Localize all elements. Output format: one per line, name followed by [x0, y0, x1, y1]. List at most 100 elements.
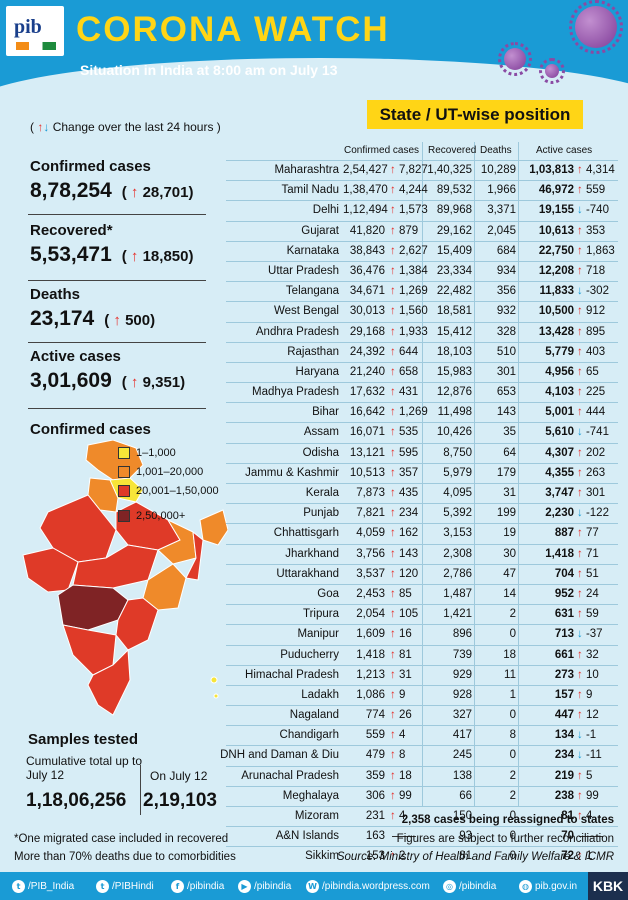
footer-link[interactable]: t/PIBHindi [96, 880, 154, 893]
footnote: *One migrated case included in recovered [14, 833, 229, 845]
table-header: Confirmed cases Recovered Deaths Active … [226, 142, 618, 160]
state-table: Confirmed cases Recovered Deaths Active … [220, 142, 618, 867]
kpi-confirmed: Confirmed cases 8,78,254 ( ↑ 28,701) [30, 158, 210, 203]
active-delta-value: 718 [585, 264, 606, 277]
state-name: Tripura [303, 608, 339, 621]
confirmed-value: 16,071 [349, 426, 385, 439]
footer-link[interactable]: t/PIB_India [12, 880, 74, 893]
state-name: Bihar [312, 406, 339, 419]
confirmed-value: 13,121 [349, 446, 385, 459]
active-delta: ↑ 4,314 [577, 164, 615, 176]
state-name: Sikkim [305, 850, 339, 863]
table-row: Rajasthan 24,392 18,103 510 5,779 ↑ 644 ↑ 403 [226, 341, 618, 362]
arrow-up-icon: ↑ [390, 628, 399, 641]
arrow-up-icon: ↑ [390, 224, 399, 237]
active-delta: ↑ 10 [577, 669, 599, 681]
wordpress-icon: W [306, 880, 319, 893]
confirmed-delta: ↑ 1,269 [390, 285, 428, 297]
confirmed-delta-value: 357 [398, 466, 419, 479]
confirmed-value: 41,820 [349, 224, 385, 237]
legend-swatch [118, 484, 130, 497]
confirmed-value: 479 [365, 749, 385, 762]
confirmed-value: 30,013 [349, 305, 385, 318]
deaths-value: 356 [496, 285, 516, 298]
recovered-value: 15,409 [436, 244, 472, 257]
deaths-value: 934 [496, 264, 516, 277]
active-value: 952 [554, 587, 574, 600]
active-value: 661 [554, 648, 574, 661]
confirmed-delta: ↑ 143 [390, 548, 418, 560]
deaths-value: 10,289 [480, 164, 516, 176]
deaths-value: 31 [503, 487, 516, 499]
confirmed-delta-value: 26 [398, 709, 412, 722]
legend-item: 2,50,000+ [118, 506, 219, 525]
active-delta: ↑ 5 [577, 770, 592, 782]
state-name: Gujarat [301, 224, 339, 237]
reconciliation-note: Figures are subject to further reconcili… [396, 833, 614, 845]
confirmed-delta: ↑ 1,933 [390, 326, 428, 338]
kpi-delta: ( ↑ 18,850) [121, 248, 194, 265]
arrow-up-icon: ↑ [130, 184, 139, 201]
footer-link[interactable]: ◍ pib.gov.in [519, 880, 577, 893]
footer-link[interactable]: ▶/pibindia [238, 880, 291, 893]
recovered-value: 15,983 [436, 365, 472, 378]
active-delta: ↓ -740 [577, 204, 609, 216]
table-row: Telangana 34,671 22,482 356 11,833 ↑ 1,269 ↓ -… [226, 281, 618, 301]
table-row: Tamil Nadu 1,38,470 89,532 1,966 46,972 ↑ 4,2… [226, 180, 618, 200]
active-value: 4,307 [545, 446, 574, 459]
confirmed-delta-value: 120 [398, 567, 419, 580]
samples-title: Samples tested [28, 731, 139, 748]
paren-open: ( [30, 120, 34, 134]
arrow-up-icon: ↑ [390, 709, 399, 722]
change-note-text: Change over the last 24 hours ) [52, 120, 221, 134]
confirmed-delta: ↑ 162 [390, 527, 418, 539]
confirmed-delta: ↑ 658 [390, 366, 418, 378]
state-name: Karnataka [286, 244, 339, 257]
kpi-row: 23,174 ( ↑ 500) [30, 307, 210, 331]
confirmed-value: 153 [365, 850, 385, 863]
recovered-value: 5,979 [443, 466, 472, 479]
table-row: Jharkhand 3,756 2,308 30 1,418 ↑ 143 ↑ 71 [226, 543, 618, 564]
arrow-up-icon: ↑ [577, 446, 586, 459]
active-value: 238 [554, 789, 574, 802]
pib-logo: pib [6, 6, 64, 56]
confirmed-value: 1,38,470 [343, 184, 388, 197]
table-row: Tripura 2,054 1,421 2 631 ↑ 105 ↑ 59 [226, 604, 618, 624]
active-delta: ↑ 1 [577, 850, 592, 862]
footer-link[interactable]: f/pibindia [171, 880, 224, 893]
arrow-down-icon: ↓ [43, 120, 50, 134]
arrow-up-icon: ↑ [577, 709, 586, 722]
confirmed-delta: ↑ 18 [390, 770, 412, 782]
confirmed-delta: ↑ 644 [390, 346, 418, 358]
footnote: More than 70% deaths due to comorbiditie… [14, 851, 236, 863]
active-value: 19,155 [538, 204, 574, 217]
state-name: Nagaland [289, 709, 339, 722]
state-name: Uttarakhand [276, 567, 339, 580]
active-delta-value: 59 [585, 608, 599, 621]
active-delta: ↑ 718 [577, 265, 605, 277]
deaths-value: 653 [496, 386, 516, 399]
recovered-value: 10,426 [436, 426, 472, 439]
confirmed-value: 2,54,427 [343, 164, 388, 176]
legend-swatch [118, 446, 130, 459]
confirmed-delta-value: 4 [398, 810, 406, 822]
footer-link[interactable]: ◎/pibindia [443, 880, 496, 893]
active-delta: ↑ 225 [577, 386, 605, 398]
confirmed-delta: ↑ 535 [390, 426, 418, 438]
legend-swatch [118, 509, 130, 522]
table-row: Goa 2,453 1,487 14 952 ↑ 85 ↑ 24 [226, 583, 618, 604]
active-value: 5,610 [545, 426, 574, 439]
recovered-value: 23,334 [436, 264, 472, 277]
kpi-delta-value: 18,850 [142, 248, 189, 265]
deaths-value: 684 [496, 244, 516, 257]
state-name: Manipur [297, 628, 339, 641]
confirmed-value: 2,054 [356, 608, 385, 621]
state-name: Haryana [295, 365, 339, 378]
recovered-value: 8,750 [443, 446, 472, 459]
confirmed-value: 2,453 [356, 587, 385, 600]
state-name: Delhi [312, 204, 339, 217]
table-row: A&N Islands 163 93 0 70 [226, 826, 618, 846]
arrow-up-icon: ↑ [390, 769, 399, 782]
confirmed-delta-value: 143 [398, 547, 419, 560]
footer-link[interactable]: W/pibindia.wordpress.com [306, 880, 430, 893]
